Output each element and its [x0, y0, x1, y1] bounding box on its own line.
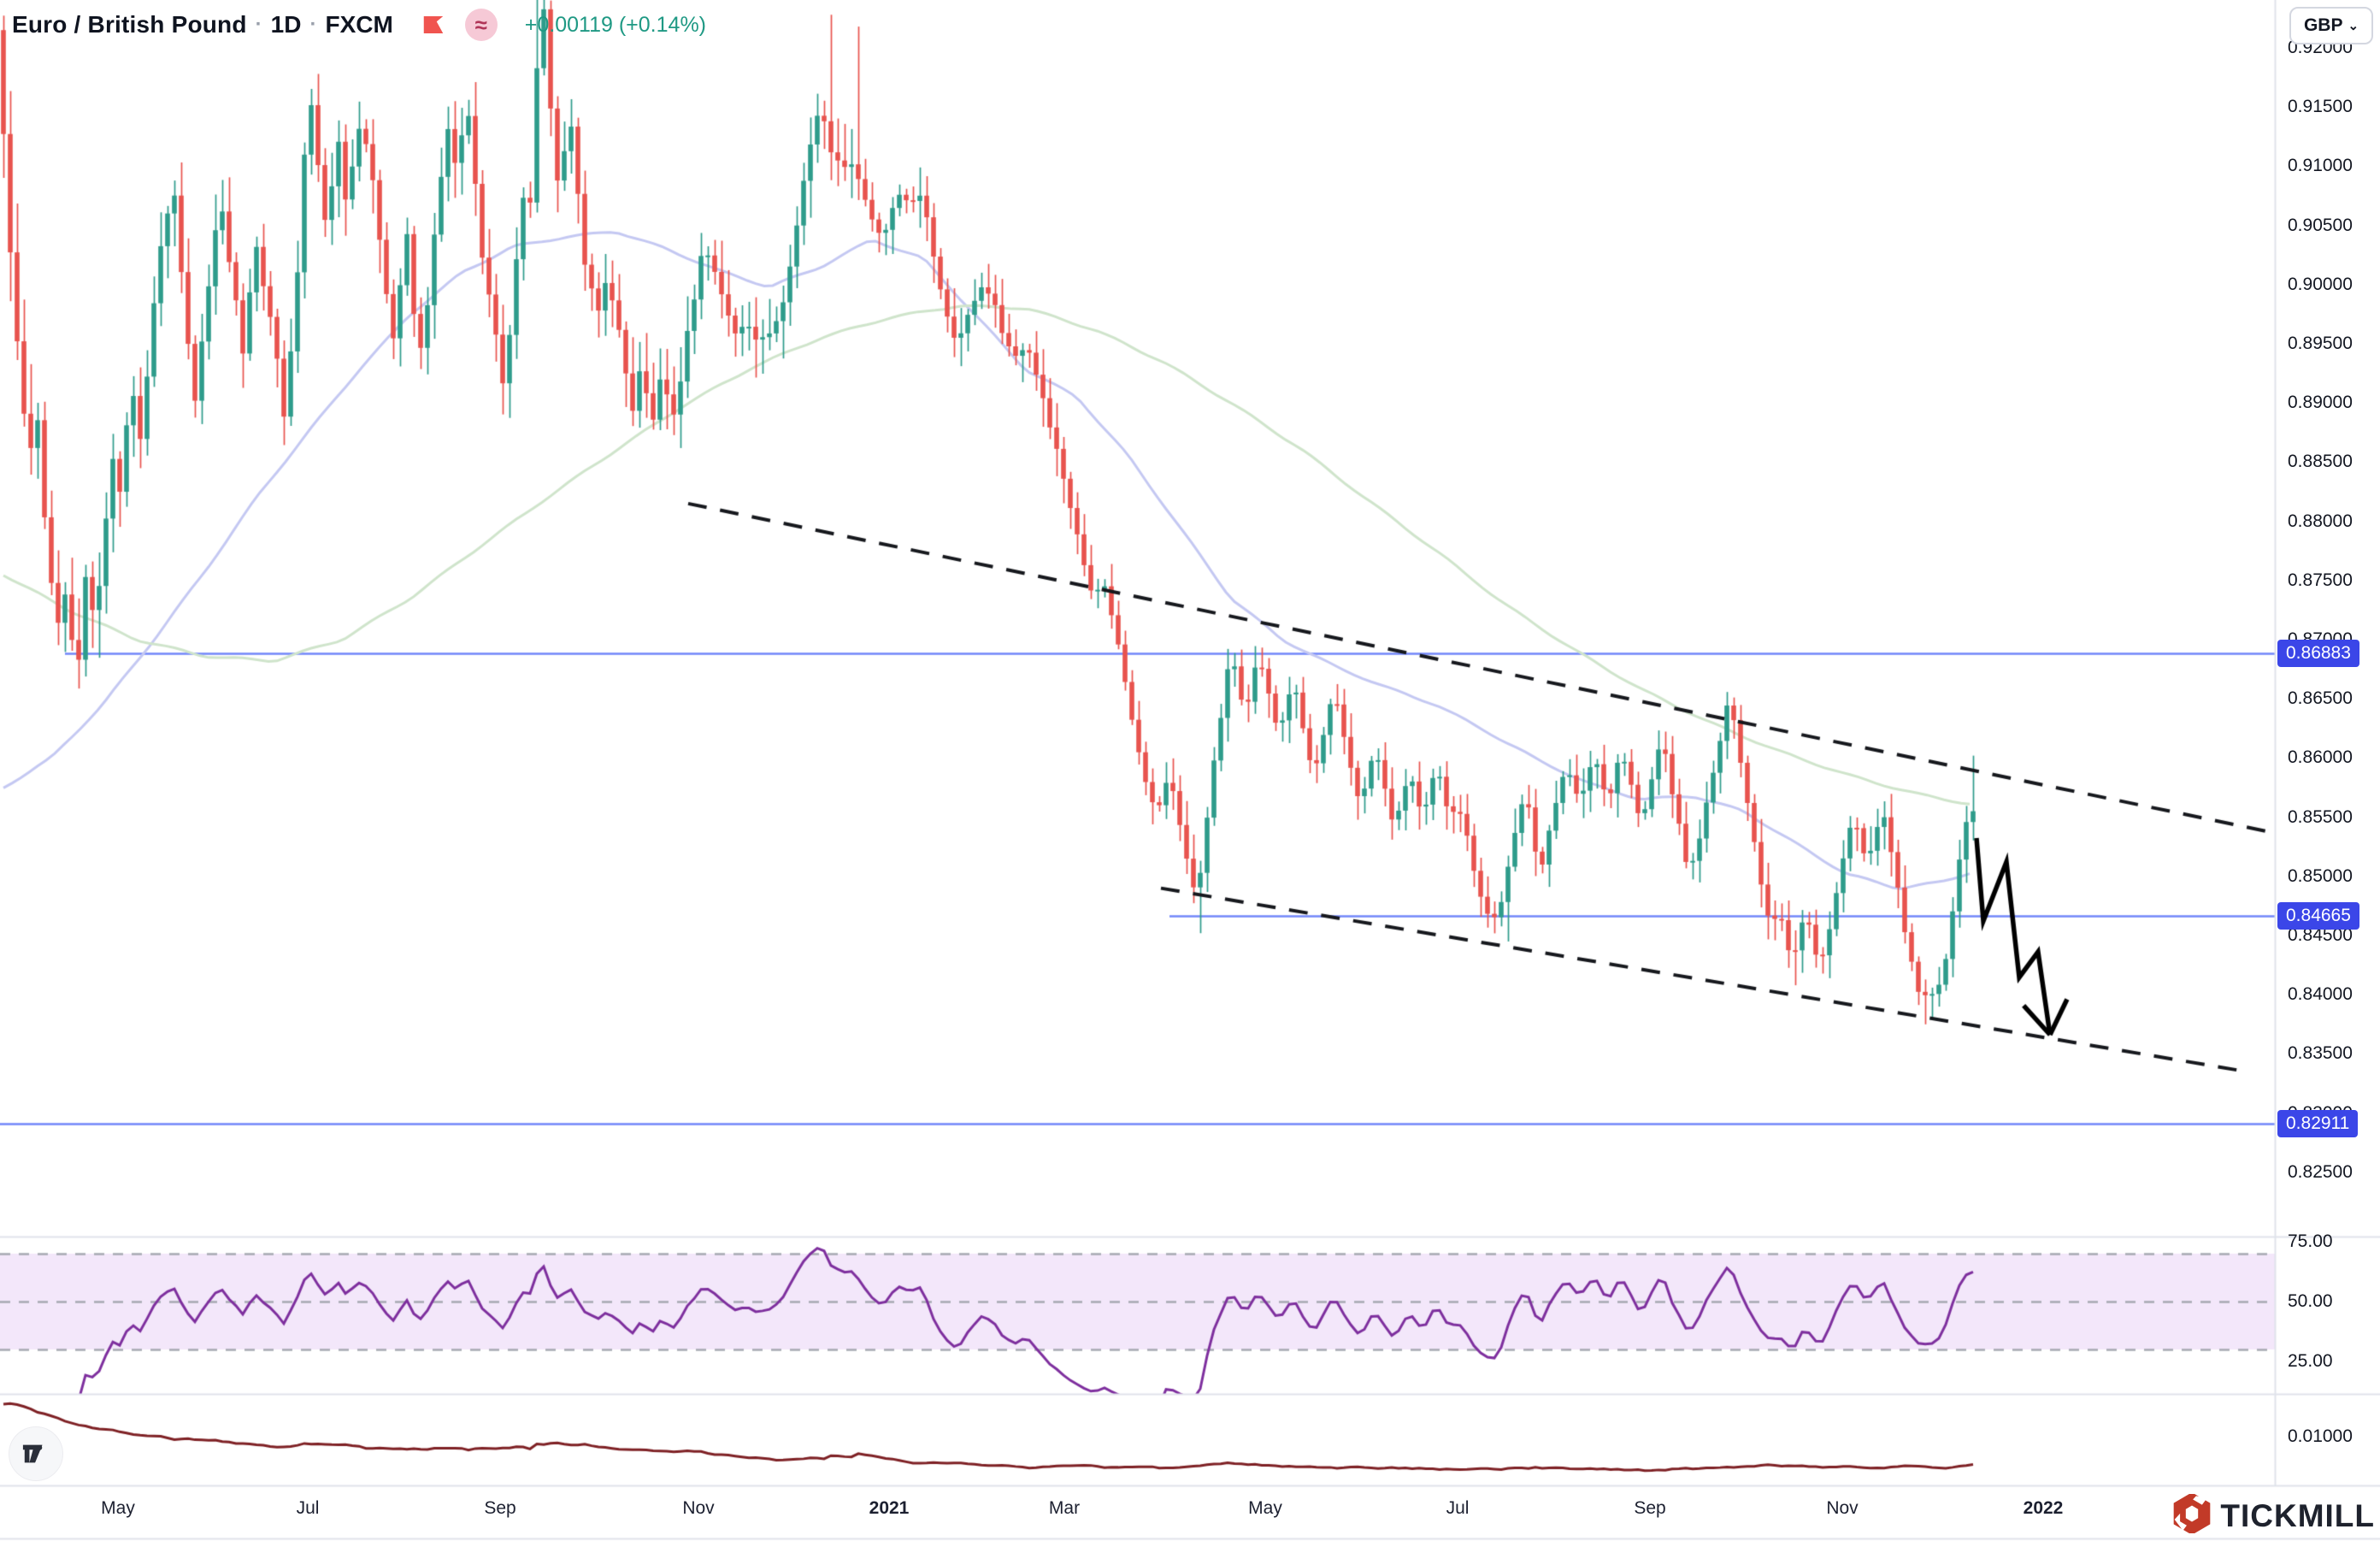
price-axis-label: 0.88500: [2288, 452, 2353, 472]
price-axis-label: 0.90000: [2288, 274, 2353, 294]
price-level-tag: 0.84665: [2277, 902, 2359, 930]
time-axis-label: Sep: [1634, 1498, 1666, 1518]
price-axis-label: 0.87500: [2288, 570, 2353, 590]
rsi-axis-label: 75.00: [2288, 1231, 2333, 1251]
time-axis-label: Jul: [1446, 1498, 1470, 1518]
time-axis-label: May: [101, 1498, 135, 1518]
bookmark-flag-icon[interactable]: [421, 12, 446, 38]
price-axis-label: 0.85500: [2288, 806, 2353, 827]
exchange-label: FXCM: [325, 11, 393, 38]
price-axis-label: 0.90500: [2288, 215, 2353, 235]
price-level-tag: 0.86883: [2277, 640, 2359, 668]
quote-currency-button[interactable]: GBP ⌄: [2289, 7, 2373, 44]
timeframe-label[interactable]: 1D: [270, 11, 302, 38]
tradingview-watermark-icon: [9, 1426, 63, 1481]
time-axis-label: Sep: [484, 1498, 516, 1518]
price-axis-label: 0.82500: [2288, 1161, 2353, 1182]
time-axis-label: Mar: [1048, 1498, 1081, 1518]
time-axis-label: 2021: [869, 1498, 910, 1518]
price-axis-label: 0.85000: [2288, 865, 2353, 886]
atr-axis-label: 0.01000: [2288, 1426, 2353, 1446]
price-axis-label: 0.89000: [2288, 393, 2353, 413]
tickmill-logo: TICKMILL: [2172, 1492, 2375, 1538]
time-axis-label: 2022: [2023, 1498, 2064, 1518]
price-axis-label: 0.88000: [2288, 511, 2353, 531]
tickmill-hexagon-icon: [2172, 1492, 2212, 1538]
chevron-down-icon: ⌄: [2348, 19, 2359, 33]
time-axis-label: Nov: [1826, 1498, 1859, 1518]
time-axis-label: Nov: [682, 1498, 715, 1518]
time-axis-label: May: [1248, 1498, 1282, 1518]
price-level-tag: 0.82911: [2277, 1109, 2359, 1137]
price-axis-label: 0.84000: [2288, 984, 2353, 1005]
header-separator-dot: ·: [309, 13, 317, 36]
price-change-label: +0.00119 (+0.14%): [524, 12, 706, 37]
header-separator-dot: ·: [255, 13, 262, 36]
price-axis-label: 0.83500: [2288, 1043, 2353, 1064]
price-axis-label: 0.91000: [2288, 156, 2353, 176]
price-axis-label: 0.91500: [2288, 97, 2353, 117]
price-axis-label: 0.86000: [2288, 747, 2353, 768]
rsi-axis-label: 25.00: [2288, 1351, 2333, 1371]
time-axis-label: Jul: [296, 1498, 320, 1518]
price-axis-label: 0.84500: [2288, 925, 2353, 945]
price-axis-label: 0.86500: [2288, 688, 2353, 709]
price-axis-label: 0.89500: [2288, 334, 2353, 353]
approx-price-icon[interactable]: ≈: [464, 9, 498, 41]
symbol-title[interactable]: Euro / British Pound: [12, 11, 247, 38]
symbol-header: Euro / British Pound · 1D · FXCM ≈ +0.00…: [12, 9, 706, 41]
rsi-axis-label: 50.00: [2288, 1291, 2333, 1311]
tickmill-logo-text: TICKMILL: [2220, 1497, 2375, 1533]
